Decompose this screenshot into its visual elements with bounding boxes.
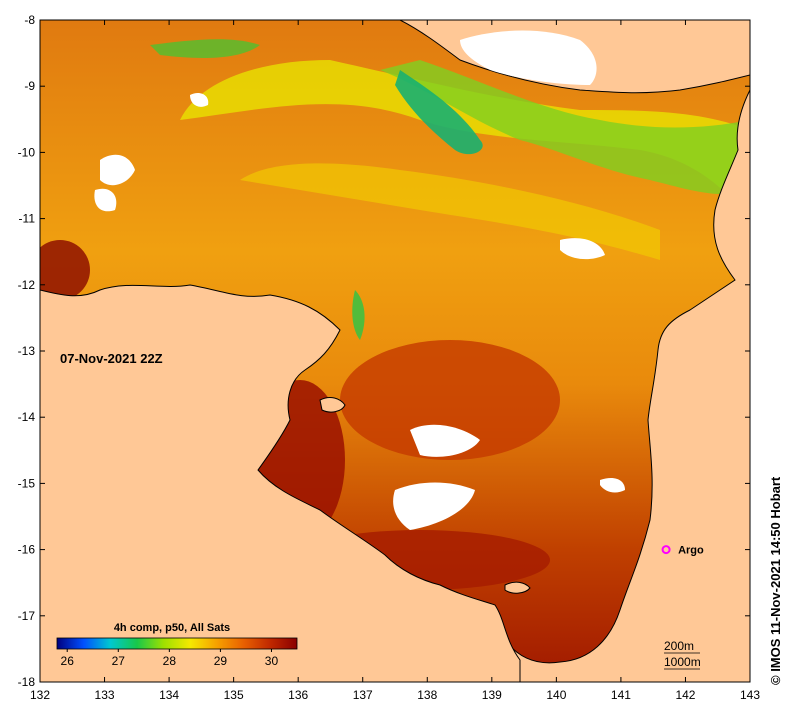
- colorbar: 4h comp, p50, All Sats 26 27 28 29 30: [56, 622, 298, 668]
- longitude-axis: 132 133 134 135 136 137 138 139 140 141 142 143: [30, 20, 760, 702]
- cool-patch-coast: [352, 290, 365, 340]
- cloud-patch-1: [410, 424, 480, 457]
- land-cape-york: [503, 89, 750, 682]
- lon-tick-label: 140: [546, 688, 566, 702]
- lon-tick-label: 142: [675, 688, 695, 702]
- lon-tick-label: 141: [611, 688, 631, 702]
- lat-tick-label: -11: [19, 212, 36, 226]
- lat-tick-label: -14: [18, 410, 36, 424]
- cloud-patch-7: [190, 93, 209, 107]
- lon-tick-label: 137: [353, 688, 373, 702]
- land-mornington-island: [504, 581, 531, 594]
- lon-tick-label: 133: [95, 688, 115, 702]
- cool-patch-cyan: [395, 70, 483, 155]
- cloud-patch-5: [560, 238, 605, 260]
- lon-tick-label: 136: [288, 688, 308, 702]
- colorbar-tick-label: 28: [163, 654, 177, 668]
- cloud-patch-4: [94, 188, 117, 212]
- timestamp-label: 07-Nov-2021 22Z: [60, 351, 163, 366]
- lat-tick-label: -8: [24, 13, 35, 27]
- contour-1000m-label: 1000m: [664, 655, 701, 669]
- lat-tick-label: -18: [18, 675, 36, 689]
- colorbar-tick-label: 30: [265, 654, 279, 668]
- land-groote-eylandt: [319, 397, 346, 413]
- colorbar-tick-label: 29: [214, 654, 228, 668]
- lon-tick-label: 143: [740, 688, 760, 702]
- lon-tick-label: 132: [30, 688, 50, 702]
- argo-label: Argo: [678, 545, 704, 557]
- cool-band-yellow-south: [240, 163, 660, 260]
- cloud-patch-3: [100, 154, 135, 186]
- credit-text: © IMOS 11-Nov-2021 14:50 Hobart: [768, 476, 783, 685]
- lat-tick-label: -15: [18, 476, 36, 490]
- lat-tick-label: -10: [18, 145, 36, 159]
- lat-tick-label: -13: [18, 344, 36, 358]
- cloud-patch-2: [393, 482, 475, 530]
- lon-tick-label: 134: [159, 688, 179, 702]
- cool-band-green: [380, 60, 750, 195]
- lon-tick-label: 138: [417, 688, 437, 702]
- argo-marker[interactable]: [661, 545, 671, 555]
- colorbar-ticks: 26 27 28 29 30: [61, 649, 279, 668]
- contour-legend: 200m 1000m: [664, 639, 701, 670]
- lat-tick-label: -16: [18, 543, 36, 557]
- cloud-patch-6: [600, 478, 625, 493]
- contour-200m-label: 200m: [664, 639, 694, 653]
- warm-area-gulf-centre: [340, 340, 560, 460]
- lat-tick-label: -17: [18, 609, 36, 623]
- lat-tick-label: -12: [18, 278, 36, 292]
- map-canvas: [40, 20, 750, 682]
- cool-patch-northwest: [150, 39, 260, 58]
- latitude-axis: -8 -9 -10 -11 -12 -13 -14 -15 -16 -17 -18: [18, 13, 750, 689]
- lon-tick-label: 139: [482, 688, 502, 702]
- argo-float[interactable]: Argo: [661, 545, 704, 557]
- lon-tick-label: 135: [224, 688, 244, 702]
- colorbar-scale: [56, 637, 298, 650]
- warm-area-northwest: [40, 240, 90, 300]
- colorbar-tick-label: 26: [61, 654, 75, 668]
- cloud-new-guinea: [460, 30, 597, 85]
- lat-tick-label: -9: [24, 79, 35, 93]
- colorbar-title: 4h comp, p50, All Sats: [114, 622, 230, 634]
- cool-band-yellow: [180, 60, 750, 230]
- land-northern-territory: [40, 284, 521, 682]
- colorbar-tick-label: 27: [112, 654, 126, 668]
